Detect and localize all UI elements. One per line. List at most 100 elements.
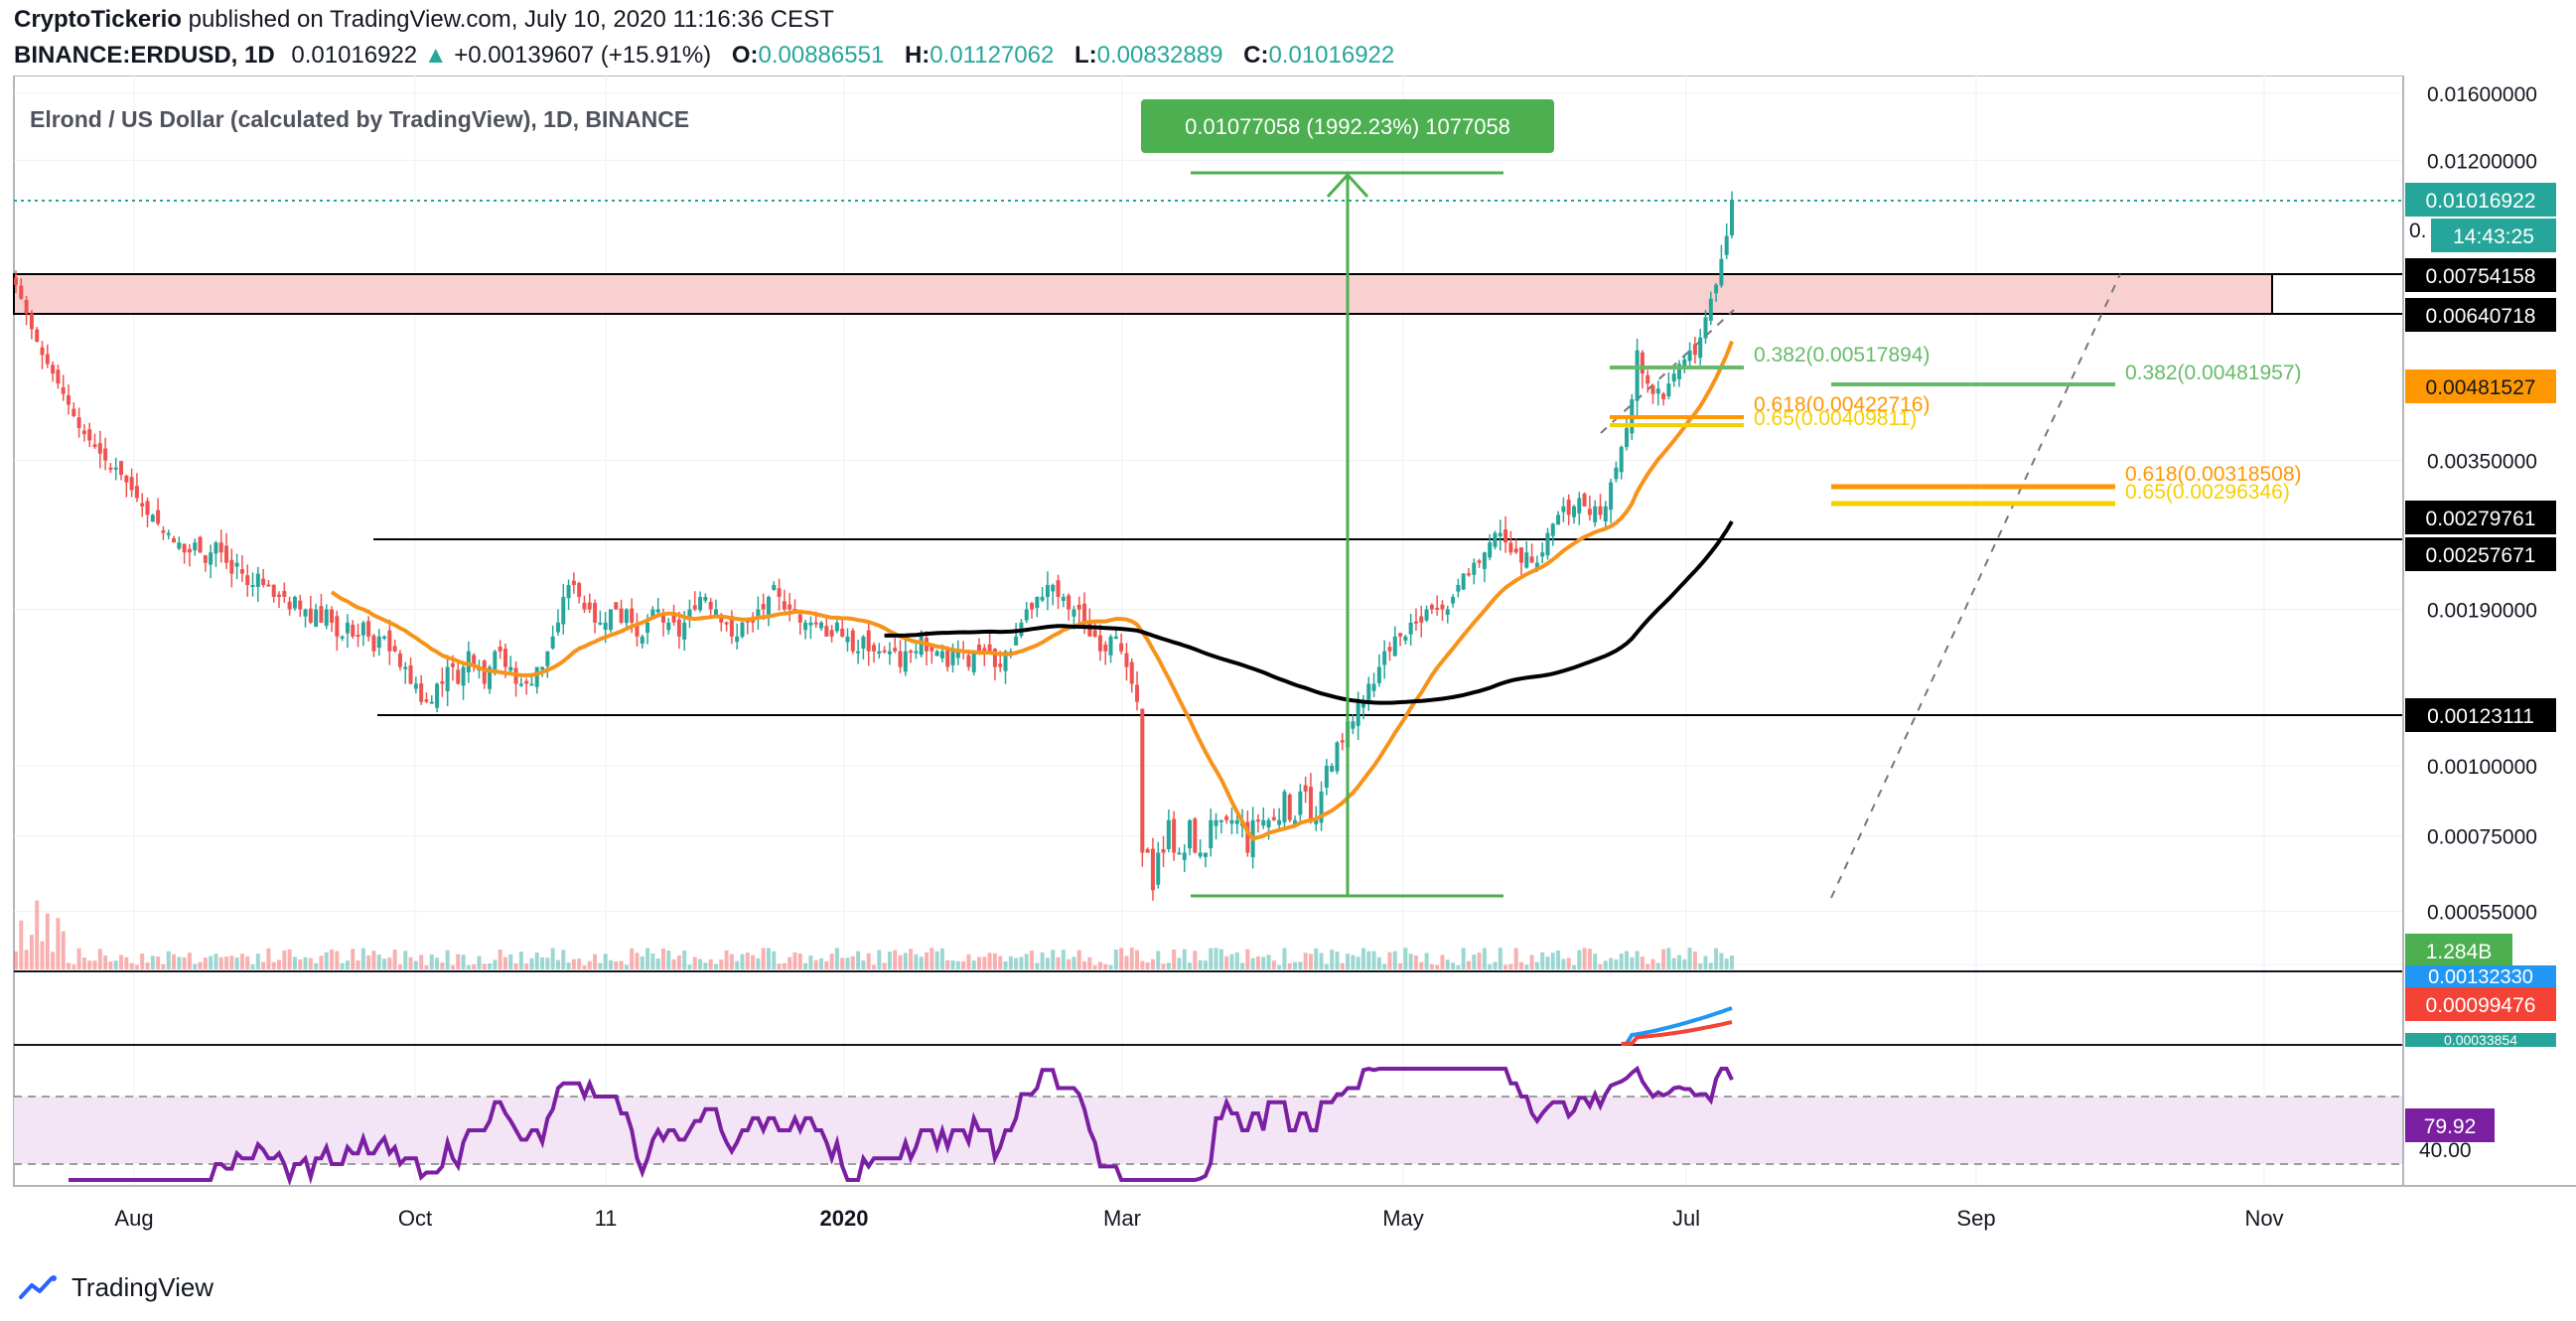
volume-bar xyxy=(1161,963,1166,969)
volume-bar xyxy=(1698,962,1703,969)
volume-bar xyxy=(1287,962,1292,969)
volume-bar xyxy=(1282,948,1287,969)
volume-bar xyxy=(882,962,887,969)
candle-body xyxy=(740,622,745,638)
candle-body xyxy=(1429,604,1434,610)
candle-body xyxy=(266,584,271,587)
volume-bar xyxy=(840,957,845,969)
volume-bar xyxy=(1245,949,1250,969)
volume-bar xyxy=(1224,955,1229,969)
candle-body xyxy=(893,648,898,652)
candle-body xyxy=(277,594,282,597)
volume-bar xyxy=(1619,954,1624,969)
candle-body xyxy=(298,600,303,610)
candle-body xyxy=(1177,852,1182,855)
volume-bar xyxy=(1035,962,1040,969)
candle-body xyxy=(1330,766,1335,772)
volume-bar xyxy=(998,955,1003,969)
volume-bars xyxy=(14,900,1734,969)
x-tick-label: Aug xyxy=(114,1206,153,1231)
volume-bar xyxy=(635,953,640,969)
volume-bar xyxy=(698,958,703,969)
volume-bar xyxy=(335,951,340,969)
volume-bar xyxy=(140,954,145,969)
volume-bar xyxy=(1330,950,1335,969)
fib2-618-label: 0.618(0.00318508) xyxy=(2125,463,2302,486)
candle-body xyxy=(1646,374,1650,384)
candle-body xyxy=(545,651,550,666)
candle-body xyxy=(550,636,555,649)
candle-body xyxy=(1072,609,1076,617)
volume-bar xyxy=(1319,953,1324,969)
candle-body xyxy=(682,622,687,640)
volume-bar xyxy=(708,958,713,969)
candle-body xyxy=(1003,651,1008,671)
volume-bar xyxy=(92,960,97,969)
volume-bar xyxy=(1624,951,1629,969)
volume-bar xyxy=(624,964,629,969)
volume-bar xyxy=(1661,949,1666,969)
volume-bar xyxy=(1598,963,1603,969)
volume-bar xyxy=(502,956,507,969)
candle-body xyxy=(518,683,523,686)
volume-bar xyxy=(1708,962,1713,969)
last-price: 0.01016922 xyxy=(291,42,418,69)
volume-bar xyxy=(640,955,644,969)
volume-bar xyxy=(1156,951,1161,969)
volume-bar xyxy=(845,957,850,969)
volume-bar xyxy=(513,963,518,969)
y-tick-label: 0.00100000 xyxy=(2427,756,2537,779)
volume-bar xyxy=(308,957,313,969)
candle-body xyxy=(498,647,502,652)
volume-bar xyxy=(909,949,914,969)
candle-body xyxy=(1119,643,1124,652)
volume-bar xyxy=(239,954,244,969)
candle-body xyxy=(856,651,861,654)
candle-body xyxy=(314,609,319,627)
volume-bar xyxy=(161,963,166,969)
candle-body xyxy=(1360,701,1365,708)
volume-bar xyxy=(925,952,930,969)
tradingview-footer[interactable]: TradingView xyxy=(18,1272,214,1303)
publisher-name[interactable]: CryptoTickerio xyxy=(14,6,182,33)
ohlc-line: BINANCE:ERDUSD, 1D 0.01016922 ▲ +0.00139… xyxy=(14,42,1394,70)
volume-bar xyxy=(603,954,608,969)
candle-body xyxy=(1545,532,1550,556)
volume-bar xyxy=(682,950,687,969)
candle-body xyxy=(1287,795,1292,820)
volume-bar xyxy=(1482,948,1487,969)
price-chart[interactable]: 0.01077058 (1992.23%) 1077058 0.382(0.00… xyxy=(0,75,2576,1257)
candle-body xyxy=(1229,819,1234,824)
volume-bar xyxy=(435,957,440,969)
volume-bar xyxy=(893,950,898,969)
candle-body xyxy=(360,622,365,636)
candle-body xyxy=(488,666,493,689)
volume-bar xyxy=(493,959,498,969)
volume-bar xyxy=(14,951,18,969)
volume-bar xyxy=(1419,961,1424,969)
volume-bar xyxy=(1508,963,1513,969)
volume-bar xyxy=(1724,958,1729,969)
volume-bar xyxy=(1351,954,1356,969)
candle-body xyxy=(1513,548,1518,553)
candle-body xyxy=(829,630,834,637)
volume-bar xyxy=(987,953,992,969)
candle-body xyxy=(708,601,713,610)
volume-bar xyxy=(1092,964,1097,969)
volume-bar xyxy=(1360,948,1365,969)
volume-bar xyxy=(24,950,29,969)
candle-body xyxy=(1035,596,1040,609)
volume-bar xyxy=(577,958,582,969)
candle-body xyxy=(14,277,18,285)
candle-body xyxy=(1198,852,1203,857)
volume-bar xyxy=(903,953,908,969)
macd-line xyxy=(1621,1006,1733,1046)
volume-bar xyxy=(1030,951,1035,969)
candle-body xyxy=(461,666,466,686)
volume-bar xyxy=(1335,952,1340,969)
volume-bar xyxy=(456,954,461,969)
volume-bar xyxy=(330,950,335,969)
candle-body xyxy=(56,369,61,384)
candle-body xyxy=(1293,819,1298,825)
candle-body xyxy=(1082,603,1087,623)
